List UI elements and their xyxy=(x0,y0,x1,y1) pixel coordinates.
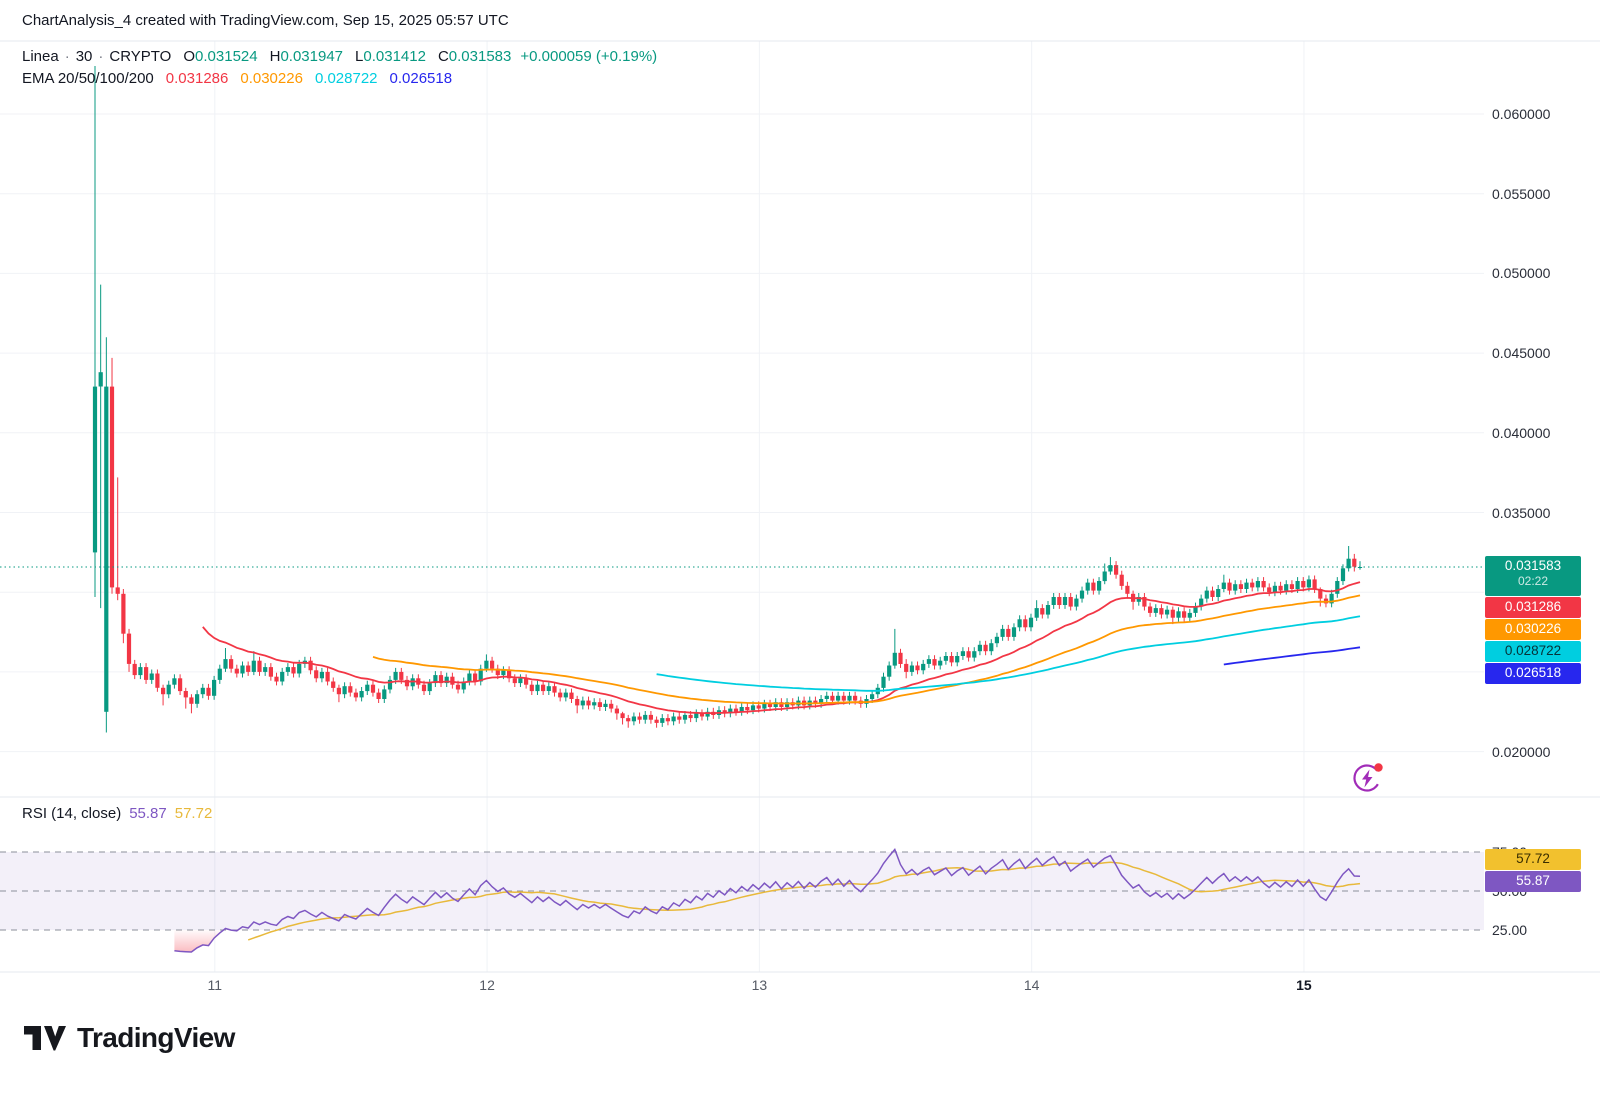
ema20-value: 0.031286 xyxy=(165,69,229,87)
page-title: ChartAnalysis_4 created with TradingView… xyxy=(22,12,509,29)
time-tick-label: 13 xyxy=(751,977,768,993)
ema-price-label: 0.026518 xyxy=(1485,662,1581,684)
interval-label: 30 xyxy=(75,47,93,65)
change-value: +0.000059 (+0.19%) xyxy=(520,47,658,65)
price-tick-label: 0.060000 xyxy=(1492,106,1551,122)
rsi-value: 55.87 xyxy=(129,805,167,822)
price-tick-label: 0.050000 xyxy=(1492,265,1551,282)
brand-name: TradingView xyxy=(77,1022,235,1053)
lightning-bolt-icon xyxy=(1362,769,1373,788)
price-tick-label: 0.040000 xyxy=(1492,424,1551,441)
ema-price-label: 0.031286 xyxy=(1485,596,1581,618)
time-tick-label: 15 xyxy=(1296,977,1312,993)
ema-label: EMA 20/50/100/200 xyxy=(22,69,154,87)
symbol-name: Linea xyxy=(22,47,59,65)
tradingview-logo[interactable]: TradingView xyxy=(24,1022,235,1054)
rsi-value-label: 55.87 xyxy=(1485,871,1581,893)
ema50-line xyxy=(372,594,1361,705)
rsi-title: RSI (14, close) xyxy=(22,805,122,822)
separator-dot: · xyxy=(98,47,104,65)
rsi-line xyxy=(174,848,1361,953)
open-value: O0.031524 xyxy=(183,47,258,65)
rsi-value-label: 57.72 xyxy=(1485,849,1581,871)
rsi-legend: RSI (14, close) 55.87 57.72 xyxy=(22,805,212,822)
high-value: H0.031947 xyxy=(269,47,344,65)
rsi-ma-value: 57.72 xyxy=(174,805,213,822)
flash-boost-icon[interactable] xyxy=(1346,756,1388,798)
bar-countdown: 02:22 xyxy=(1517,573,1549,588)
close-value: C0.031583 xyxy=(437,47,512,65)
ema200-value: 0.026518 xyxy=(389,69,453,87)
ema200-line xyxy=(1223,646,1361,666)
tradingview-mark-icon xyxy=(24,1025,66,1050)
symbol-legend-row: Linea · 30 · CRYPTO O0.031524 H0.031947 L0.0314… xyxy=(22,45,657,67)
last-price-label: 0.031583 02:22 xyxy=(1485,555,1581,596)
ema100-value: 0.028722 xyxy=(314,69,378,87)
ema20-line xyxy=(202,581,1361,715)
price-tick-label: 0.045000 xyxy=(1492,345,1551,362)
time-tick-label: 14 xyxy=(1023,977,1040,993)
time-tick-label: 11 xyxy=(207,977,223,993)
candles-layer xyxy=(92,66,1363,733)
rsi-tick-label: 25.00 xyxy=(1492,922,1528,938)
rsi-ma-line xyxy=(247,861,1361,941)
ema50-value: 0.030226 xyxy=(240,69,303,87)
exchange-label: CRYPTO xyxy=(109,47,172,65)
rsi-oversold-fill xyxy=(174,930,220,952)
ema-legend-row: EMA 20/50/100/200 0.031286 0.030226 0.02872… xyxy=(22,67,657,89)
price-tick-label: 0.035000 xyxy=(1492,504,1551,521)
ema100-line xyxy=(656,615,1361,692)
separator-dot: · xyxy=(64,47,70,65)
ema-price-label: 0.030226 xyxy=(1485,618,1581,640)
notification-dot xyxy=(1374,763,1383,772)
price-tick-label: 0.020000 xyxy=(1492,743,1551,760)
time-tick-label: 12 xyxy=(479,977,495,993)
price-tick-label: 0.055000 xyxy=(1492,185,1551,202)
low-value: L0.031412 xyxy=(355,47,426,65)
chart-legend: Linea · 30 · CRYPTO O0.031524 H0.031947 L0.0314… xyxy=(22,45,657,89)
ema-price-label: 0.028722 xyxy=(1485,640,1581,662)
